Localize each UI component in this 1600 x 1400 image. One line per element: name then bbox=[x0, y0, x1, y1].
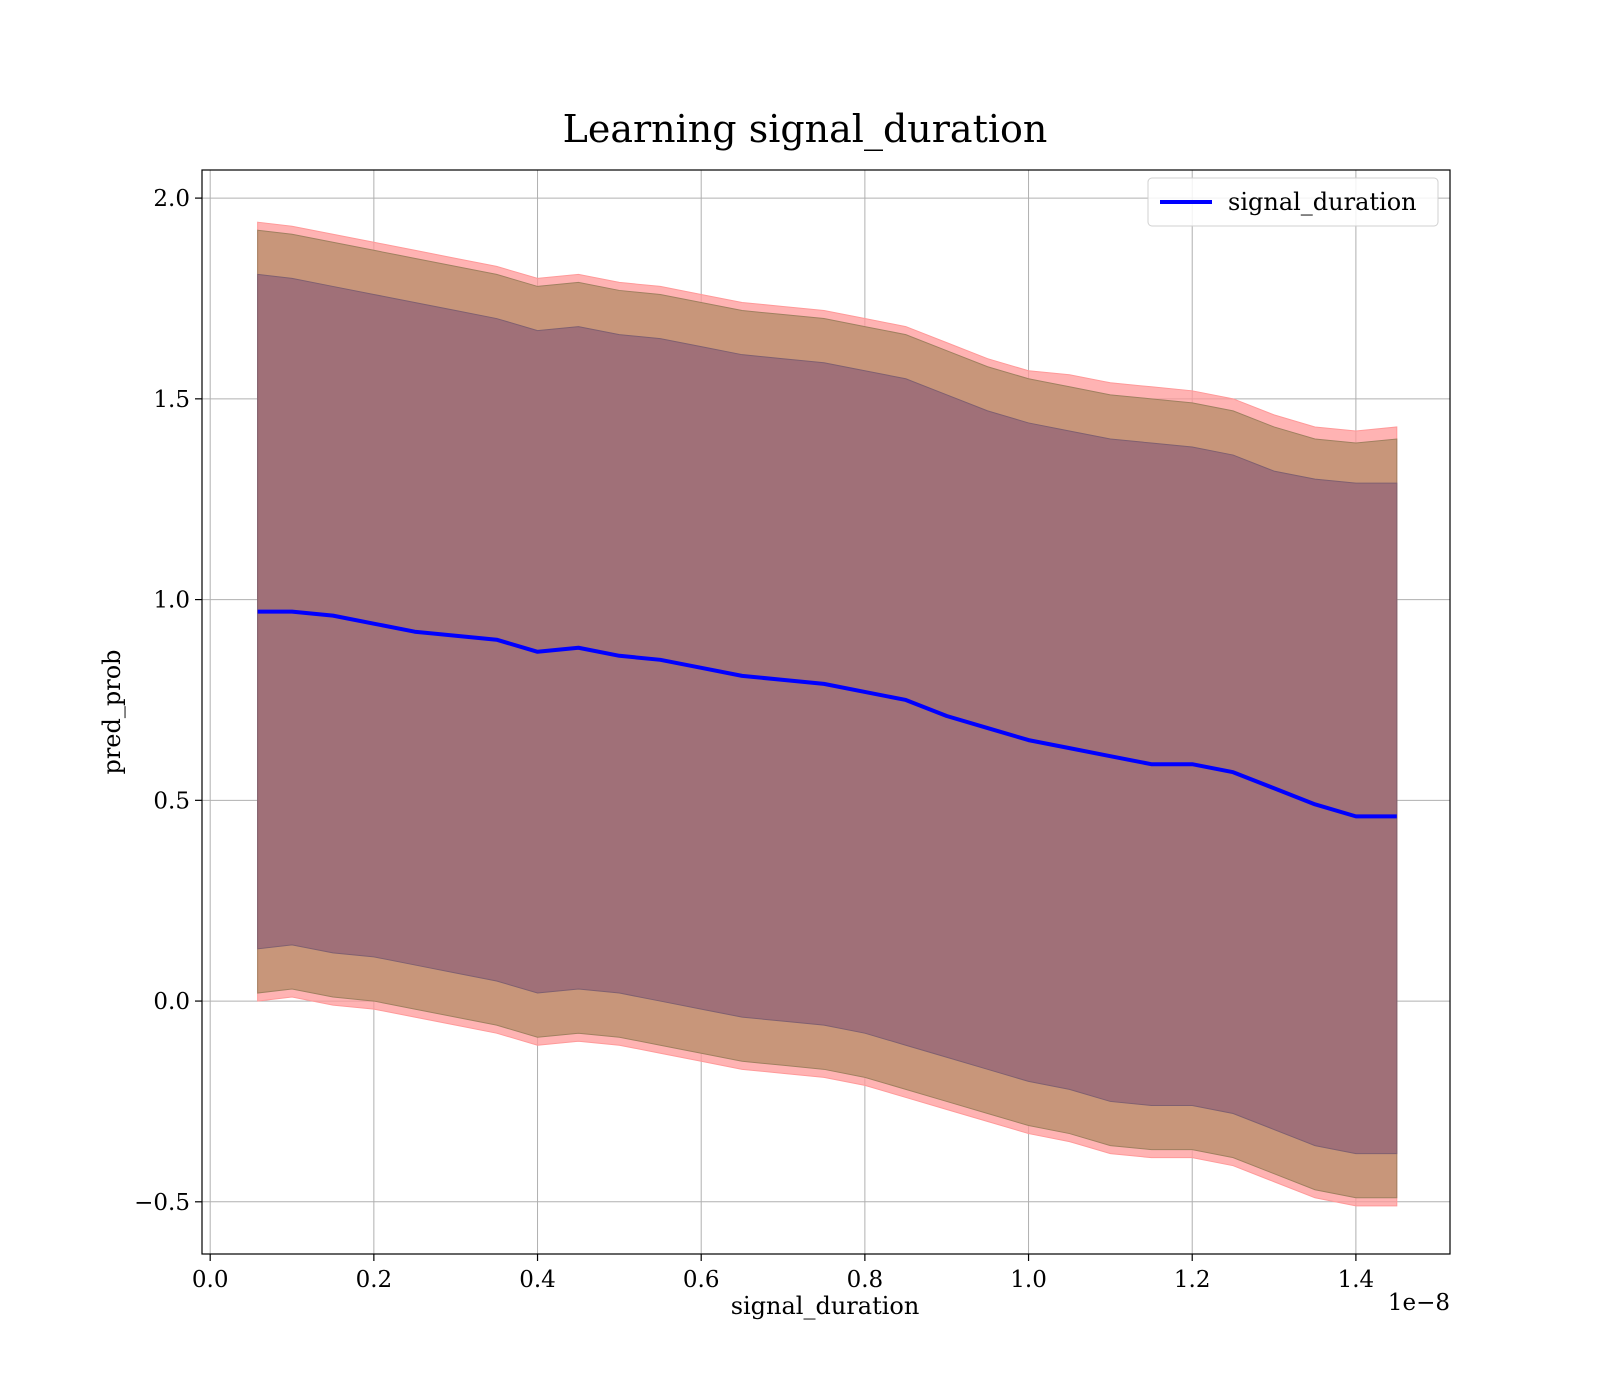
x-tick-label: 1.4 bbox=[1338, 1267, 1375, 1293]
chart-title: Learning signal_duration bbox=[563, 107, 1048, 152]
legend-entry-label: signal_duration bbox=[1228, 188, 1417, 216]
confidence-bands bbox=[257, 221, 1398, 1207]
band-inner bbox=[257, 273, 1398, 1155]
series-lines bbox=[257, 609, 1397, 819]
legend-box bbox=[1147, 177, 1439, 227]
x-offset-text: 1e−8 bbox=[1388, 1290, 1450, 1316]
x-tick-label: 0.2 bbox=[356, 1267, 393, 1293]
y-tick-label: 1.0 bbox=[153, 588, 190, 614]
plot-frame bbox=[201, 169, 1451, 1255]
x-tick-label: 0.4 bbox=[519, 1267, 556, 1293]
y-tick-label: 2.0 bbox=[153, 186, 190, 212]
y-tick-label: 0.0 bbox=[153, 989, 190, 1015]
x-tick-label: 0.0 bbox=[192, 1267, 229, 1293]
x-axis-label: signal_duration bbox=[731, 1292, 920, 1320]
y-tick-label: −0.5 bbox=[134, 1190, 190, 1216]
y-tick-label: 1.5 bbox=[153, 387, 190, 413]
x-tick-label: 1.2 bbox=[1174, 1267, 1211, 1293]
x-tick-label: 0.8 bbox=[847, 1267, 884, 1293]
y-axis-label: pred_prob bbox=[98, 649, 126, 774]
y-tick-label: 0.5 bbox=[153, 788, 190, 814]
x-tick-label: 1.0 bbox=[1010, 1267, 1047, 1293]
axis-ticks: 0.0 0.2 0.4 0.6 0.8 1.0 1.2 1.4 −0.5 0.0 0.5 1.0 1.5… bbox=[134, 186, 1374, 1293]
x-tick-label: 0.6 bbox=[683, 1267, 720, 1293]
legend: signal_duration bbox=[1147, 177, 1439, 227]
